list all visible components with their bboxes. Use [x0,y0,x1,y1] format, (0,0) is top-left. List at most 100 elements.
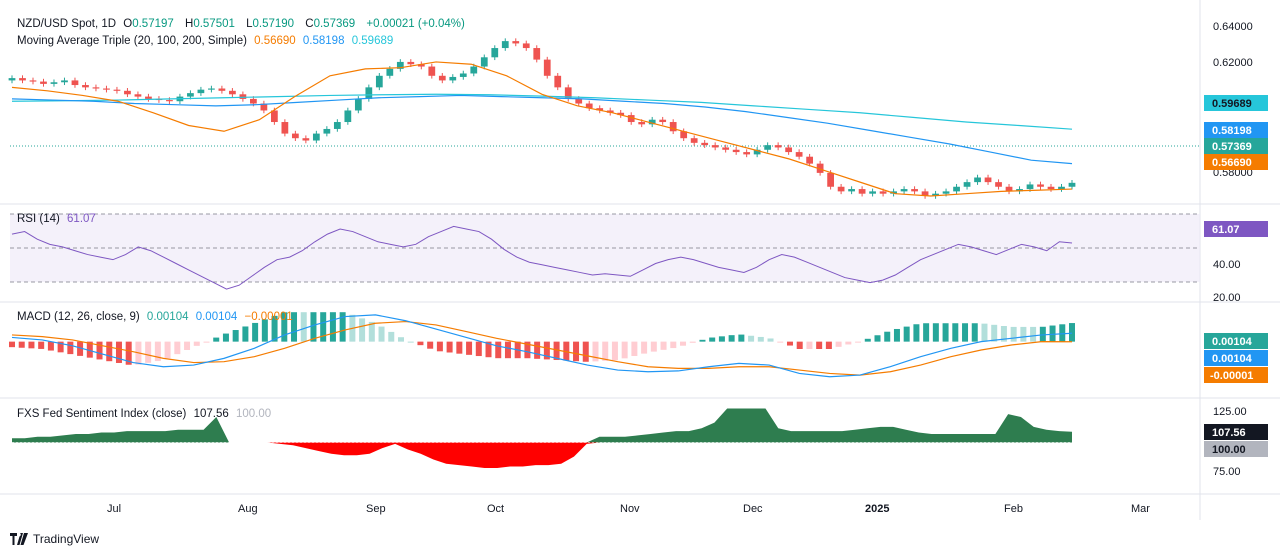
time-tick: Jul [107,503,121,515]
macd-bar [728,335,735,342]
candle-body [953,186,960,192]
candle-body [848,189,855,192]
change-value: +0.00021 (+0.04%) [366,18,465,30]
macd-bar [9,341,15,348]
rsi-legend[interactable]: RSI (14) 61.07 [17,212,100,226]
candle-body [470,66,478,74]
macd-bar [1020,326,1027,342]
candle-body [869,191,876,194]
badge-rsi: 61.07 [1204,221,1268,237]
macd-bar [1010,326,1017,342]
candle-body [428,66,436,76]
macd-bar [592,341,599,362]
fxs-negative-area [12,442,1072,468]
macd-bar [553,341,560,361]
time-tick: Dec [743,503,763,515]
macd-bar [689,341,696,343]
fxs-legend[interactable]: FXS Fed Sentiment Index (close) 107.56 1… [17,407,275,421]
macd-bar [923,323,930,342]
candle-body [229,90,236,95]
candle-body [753,149,761,155]
candle-body [543,59,551,76]
candle-body [575,98,583,104]
candle-body [218,88,226,91]
candle-body [459,73,467,77]
macd-bar [709,337,716,342]
macd-bar [524,341,531,359]
macd-bar [38,341,45,349]
macd-bar [670,341,677,349]
candle-body [585,103,593,109]
macd-bar [660,341,667,350]
macd-bar [427,341,434,349]
candle-body [669,122,677,132]
candle-body [974,177,981,183]
candle-body [407,61,415,65]
tradingview-brand: TradingView [33,532,100,546]
candle-body [82,85,89,88]
candle-body [512,41,520,44]
candle-body [491,48,499,58]
candle-body [638,122,646,125]
macd-bar [359,318,366,342]
candle-body [732,149,740,153]
svg-text:0.58198: 0.58198 [1212,125,1252,137]
candle-body [19,78,26,81]
macd-bar [748,335,755,342]
macd-bar [845,341,852,345]
macd-bar [154,341,161,362]
macd-bar [47,341,54,351]
candle-body [480,57,488,67]
ma-legend[interactable]: Moving Average Triple (20, 100, 200, Sim… [17,34,397,48]
macd-bar [320,312,327,342]
candle-body [270,110,278,123]
macd-bar [650,341,657,352]
candle-body [932,193,939,196]
fxs-area [12,408,1072,468]
macd-bar [796,341,803,349]
macd-bar [932,323,939,342]
time-tick: Mar [1131,503,1150,515]
time-tick: Feb [1004,503,1023,515]
candle-body [879,191,887,194]
macd-bar [913,324,920,342]
candle-body [1026,184,1034,190]
macd-bar [825,341,832,349]
fxs-base-value: 100.00 [235,408,272,420]
macd-bar [300,312,307,342]
macd-bar [495,341,502,359]
macd-bar [767,338,774,342]
macd-bar [855,341,862,343]
candle-body [701,142,709,146]
macd-bar [991,324,998,342]
candle-body [921,191,929,196]
ma100-line [11,94,1073,165]
macd-bar [18,341,25,348]
macd-bar [981,323,988,342]
badge-fxs: 107.56 [1204,424,1268,440]
candle-body [627,115,635,123]
candle-body [145,96,152,99]
moving-average-lines [11,61,1073,197]
symbol-title: NZD/USD Spot, 1D [17,18,117,30]
macd-bar [942,323,949,342]
macd-line [11,314,1073,378]
candle-body [323,128,331,134]
svg-text:0.56690: 0.56690 [1212,157,1252,169]
candle-body [995,182,1002,187]
candle-body [501,41,509,49]
badge-close: 0.57369 [1204,138,1268,154]
tradingview-footer[interactable]: TradingView [10,532,99,546]
symbol-legend[interactable]: NZD/USD Spot, 1D O0.57197 H0.57501 L0.57… [17,17,469,31]
low-label: L [246,18,253,30]
candle-body [197,89,205,94]
macd-legend[interactable]: MACD (12, 26, close, 9) 0.00104 0.00104 … [17,310,297,324]
time-tick: Nov [620,503,640,515]
ma20-value: 0.56690 [254,35,296,47]
macd-bar [641,341,648,354]
macd-bar [699,339,706,342]
macd-bar [96,341,103,360]
fxs-axis: 125.00 75.00 [1213,406,1247,478]
candle-body [1068,182,1076,187]
candle-body [208,88,215,90]
